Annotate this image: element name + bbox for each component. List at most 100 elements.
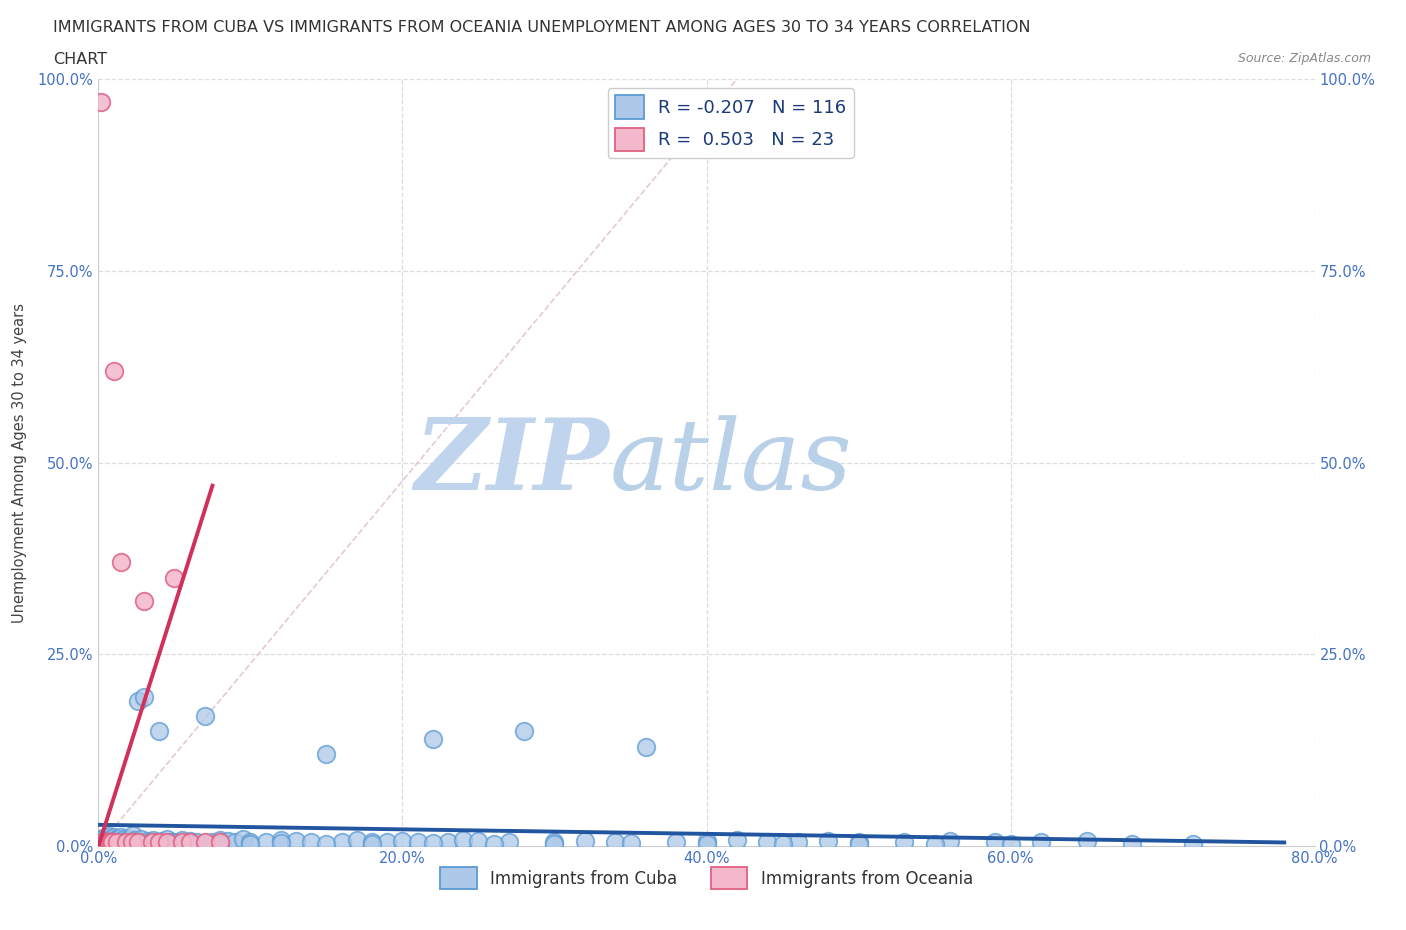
- Point: [100, 835, 122, 850]
- Point: [127, 693, 149, 708]
- Point: [142, 832, 165, 847]
- Point: [103, 830, 125, 844]
- Point: [201, 835, 224, 850]
- Point: [924, 837, 946, 852]
- Point: [121, 835, 143, 850]
- Point: [232, 832, 254, 847]
- Point: [121, 833, 143, 848]
- Point: [107, 832, 129, 847]
- Text: atlas: atlas: [609, 415, 852, 511]
- Point: [375, 835, 398, 850]
- Point: [270, 832, 292, 847]
- Point: [1029, 835, 1052, 850]
- Point: [346, 832, 368, 847]
- Point: [96, 833, 118, 848]
- Point: [110, 830, 132, 844]
- Point: [217, 833, 239, 848]
- Point: [148, 724, 170, 738]
- Point: [285, 833, 308, 848]
- Point: [696, 837, 718, 852]
- Text: IMMIGRANTS FROM CUBA VS IMMIGRANTS FROM OCEANIA UNEMPLOYMENT AMONG AGES 30 TO 34: IMMIGRANTS FROM CUBA VS IMMIGRANTS FROM …: [53, 20, 1031, 35]
- Point: [467, 833, 489, 848]
- Point: [114, 835, 136, 850]
- Text: CHART: CHART: [53, 52, 107, 67]
- Point: [696, 833, 718, 848]
- Point: [132, 837, 155, 852]
- Point: [786, 835, 808, 850]
- Point: [239, 837, 262, 852]
- Point: [112, 832, 135, 847]
- Point: [163, 570, 186, 585]
- Point: [93, 835, 115, 850]
- Point: [1076, 833, 1098, 848]
- Point: [437, 835, 460, 850]
- Point: [148, 835, 170, 850]
- Point: [118, 835, 141, 850]
- Point: [98, 835, 121, 850]
- Point: [270, 836, 292, 851]
- Point: [361, 837, 384, 852]
- Point: [103, 834, 125, 849]
- Point: [160, 834, 183, 849]
- Point: [186, 834, 208, 849]
- Point: [156, 832, 179, 847]
- Point: [984, 834, 1007, 849]
- Point: [498, 834, 520, 849]
- Legend: Immigrants from Cuba, Immigrants from Oceania: Immigrants from Cuba, Immigrants from Oc…: [433, 861, 980, 896]
- Point: [125, 834, 148, 849]
- Point: [194, 709, 217, 724]
- Point: [482, 837, 505, 852]
- Point: [114, 834, 136, 849]
- Point: [939, 833, 962, 848]
- Point: [817, 833, 839, 848]
- Point: [104, 832, 127, 847]
- Point: [96, 830, 118, 845]
- Point: [543, 837, 565, 852]
- Point: [543, 835, 565, 850]
- Point: [105, 835, 128, 850]
- Point: [104, 835, 127, 850]
- Point: [100, 835, 122, 850]
- Point: [194, 835, 217, 850]
- Point: [141, 836, 163, 851]
- Point: [124, 832, 146, 847]
- Point: [391, 833, 413, 848]
- Point: [665, 835, 688, 850]
- Point: [513, 724, 536, 738]
- Point: [163, 835, 186, 850]
- Point: [315, 747, 337, 762]
- Point: [132, 593, 155, 608]
- Point: [103, 364, 125, 379]
- Text: Source: ZipAtlas.com: Source: ZipAtlas.com: [1237, 52, 1371, 65]
- Point: [110, 836, 132, 851]
- Point: [772, 837, 794, 852]
- Point: [453, 832, 475, 847]
- Point: [148, 837, 170, 852]
- Point: [239, 834, 262, 849]
- Point: [132, 689, 155, 704]
- Point: [90, 95, 112, 110]
- Point: [94, 834, 117, 849]
- Point: [209, 835, 232, 850]
- Point: [98, 832, 121, 847]
- Point: [150, 833, 173, 848]
- Point: [98, 829, 121, 844]
- Point: [108, 832, 131, 847]
- Point: [94, 835, 117, 850]
- Point: [141, 835, 163, 850]
- Point: [422, 731, 444, 746]
- Point: [105, 831, 128, 846]
- Text: ZIP: ZIP: [415, 415, 609, 511]
- Point: [179, 833, 201, 848]
- Point: [422, 836, 444, 851]
- Point: [179, 835, 201, 850]
- Point: [90, 831, 112, 846]
- Point: [111, 833, 134, 848]
- Point: [756, 834, 779, 849]
- Point: [893, 835, 915, 850]
- Point: [1182, 837, 1205, 852]
- Point: [93, 835, 115, 850]
- Point: [315, 837, 337, 852]
- Point: [91, 835, 114, 850]
- Point: [224, 835, 246, 850]
